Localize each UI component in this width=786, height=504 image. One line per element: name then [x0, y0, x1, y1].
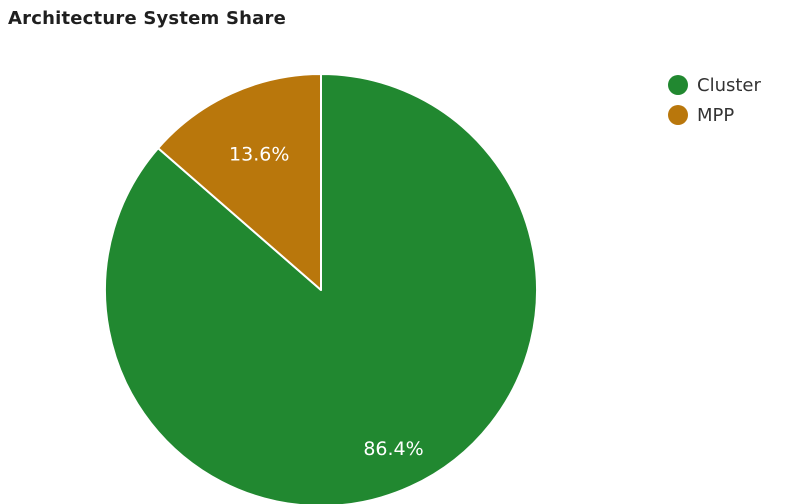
legend: Cluster MPP [668, 74, 761, 134]
legend-label-cluster: Cluster [697, 74, 761, 96]
legend-swatch-mpp [668, 105, 688, 125]
pie-slices [104, 73, 538, 504]
pie-slice-mpp[interactable] [157, 73, 322, 291]
pie-labels: 86.4% 13.6% [229, 143, 424, 460]
legend-item-mpp[interactable]: MPP [668, 104, 761, 126]
pie-label-cluster: 86.4% [363, 438, 423, 460]
legend-swatch-cluster [668, 75, 688, 95]
chart-title: Architecture System Share [8, 8, 286, 29]
pie-label-mpp: 13.6% [229, 143, 289, 165]
legend-item-cluster[interactable]: Cluster [668, 74, 761, 96]
legend-label-mpp: MPP [697, 104, 735, 126]
